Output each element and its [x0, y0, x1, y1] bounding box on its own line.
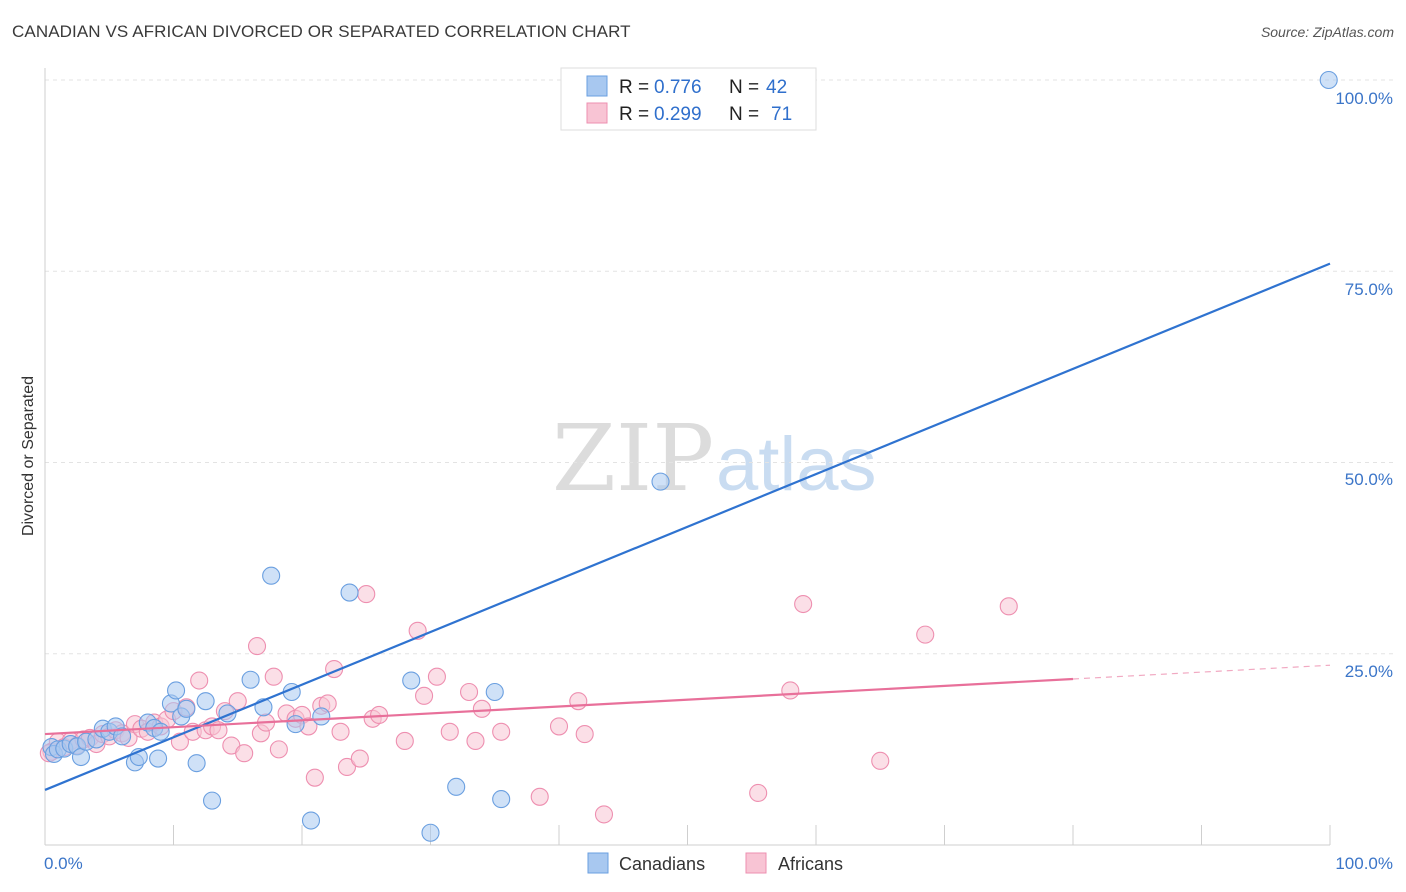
canadians-point-29 [262, 566, 281, 585]
africans-point-54 [440, 722, 459, 741]
legend-r-value-canadians: 0.776 [654, 77, 702, 98]
africans-point-63 [594, 805, 614, 824]
africans-point-66 [794, 594, 813, 614]
canadians-point-40 [651, 472, 670, 491]
canadians-point-35 [402, 671, 421, 690]
africans-point-47 [357, 585, 376, 604]
canadians-point-27 [241, 670, 260, 689]
canadians-point-32 [301, 811, 321, 830]
x-axis-ticks [173, 825, 1331, 845]
africans-point-64 [749, 783, 768, 803]
africans-point-62 [575, 725, 594, 744]
africans-point-45 [337, 757, 357, 777]
x-tick-label-100: 100.0% [1335, 854, 1393, 873]
legend-swatch-africans [586, 102, 608, 124]
canadians-point-18 [151, 722, 170, 741]
legend-r-value-africans: 0.299 [654, 104, 702, 125]
series-legend-swatch-canadians [587, 852, 609, 874]
series-legend-label-africans: Africans [778, 854, 843, 874]
africans-point-55 [459, 682, 479, 702]
series-legend-label-canadians: Canadians [619, 854, 705, 874]
africans-point-57 [472, 699, 491, 718]
africans-point-30 [235, 744, 254, 763]
africans-point-50 [395, 731, 414, 751]
africans-point-23 [190, 671, 209, 690]
gridlines [45, 79, 1394, 655]
africans-point-69 [999, 597, 1018, 616]
y-tick-label-100: 100.0% [1335, 89, 1393, 108]
legend-swatch-canadians [586, 75, 608, 97]
africans-point-31 [247, 637, 267, 656]
africans-point-68 [916, 625, 935, 644]
africans-point-52 [415, 686, 434, 705]
watermark-atlas: atlas [716, 422, 877, 507]
canadians-point-25 [203, 791, 222, 810]
africans-point-67 [871, 751, 890, 770]
africans-point-56 [466, 731, 485, 751]
africans-point-59 [530, 787, 549, 806]
africans-point-34 [264, 667, 283, 686]
legend-n-value-canadians: 42 [766, 77, 787, 98]
africans-point-65 [781, 681, 800, 700]
canadians-point-12 [113, 727, 132, 746]
africans-point-29 [228, 692, 247, 711]
canadians-point-31 [286, 715, 305, 734]
series-canadians-points [42, 70, 1338, 842]
africans-point-61 [569, 692, 588, 711]
canadians-point-17 [149, 749, 168, 768]
x-tick-label-0: 0.0% [44, 854, 83, 873]
y-tick-label-50: 50.0% [1345, 470, 1393, 489]
canadians-point-23 [187, 754, 206, 773]
africans-point-60 [549, 717, 569, 736]
canadians-trend-line [44, 262, 1331, 791]
africans-point-40 [305, 768, 324, 787]
africans-trend-line [44, 677, 1074, 736]
canadians-point-38 [485, 682, 504, 702]
canadians-point-33 [312, 707, 331, 726]
canadians-point-24 [196, 692, 215, 711]
legend-n-label-canadians: N = [729, 77, 759, 98]
chart-title: CANADIAN VS AFRICAN DIVORCED OR SEPARATE… [12, 22, 631, 41]
series-legend-swatch-africans [745, 852, 767, 874]
canadians-point-39 [492, 790, 511, 809]
trend-lines [44, 262, 1331, 791]
series-legend: Canadians Africans [587, 852, 843, 874]
canadians-point-36 [421, 823, 440, 842]
canadians-point-34 [340, 583, 359, 602]
canadians-point-20 [167, 681, 186, 700]
legend-r-label-africans: R = [619, 104, 649, 125]
canadians-point-6 [71, 747, 91, 767]
y-tick-label-25: 25.0% [1345, 662, 1393, 681]
y-tick-label-75: 75.0% [1345, 280, 1393, 299]
stats-legend: R = 0.776 N = 42 R = 0.299 N = 71 [560, 67, 817, 131]
africans-point-35 [269, 740, 288, 759]
canadians-point-22 [177, 699, 196, 718]
source-label: Source: ZipAtlas.com [1260, 24, 1394, 40]
canadians-point-41 [1319, 70, 1338, 90]
africans-point-46 [350, 749, 369, 768]
legend-n-value-africans: 71 [771, 104, 792, 125]
y-axis-label: Divorced or Separated [20, 376, 37, 536]
canadians-point-37 [447, 777, 466, 796]
africans-point-44 [331, 722, 350, 741]
watermark-zip: ZIP [552, 405, 714, 512]
africans-point-53 [427, 667, 446, 686]
legend-r-label-canadians: R = [619, 77, 649, 98]
africans-trend-extension [1072, 664, 1331, 680]
legend-n-label-africans: N = [729, 104, 759, 125]
africans-point-58 [492, 722, 511, 741]
